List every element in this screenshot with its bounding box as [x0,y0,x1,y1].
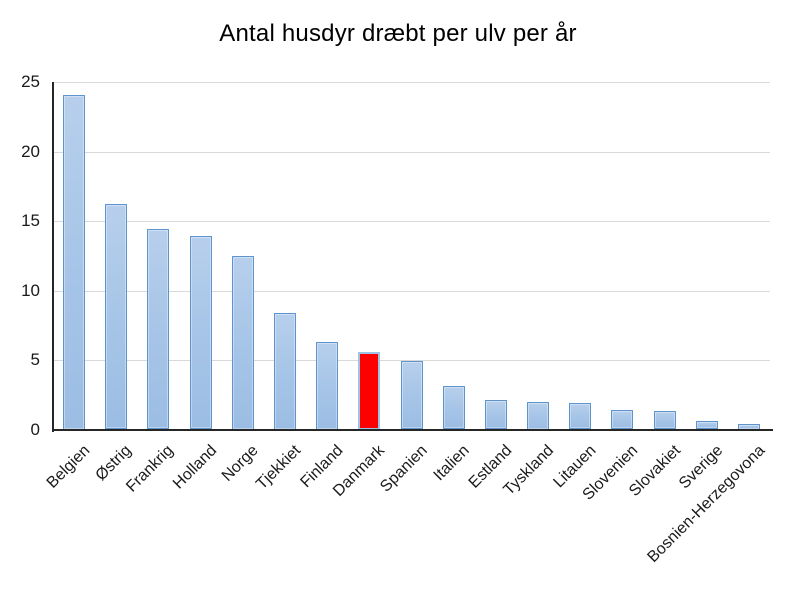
x-tick-label-holland: Holland [169,442,221,493]
x-tick-label-spanien: Spanien [377,442,432,496]
y-tick-label-15: 15 [21,211,40,230]
y-tick-label-5: 5 [30,350,40,369]
x-tick-label-tjekkiet: Tjekkiet [253,442,305,494]
bar-frankrig [147,229,169,429]
bar-tjekkiet [274,313,296,430]
x-axis-line [52,429,773,431]
gridline-y-10 [54,291,770,292]
bar-spanien [401,361,423,429]
chart-title: Antal husdyr dræbt per ulv per år [219,20,577,47]
x-tick-label-belgien: Belgien [43,442,94,492]
bar-litauen [569,403,591,429]
bar-norge [232,256,254,430]
bar-finland [316,342,338,430]
gridline-y-20 [54,152,770,153]
gridline-y-15 [54,221,770,222]
bar-slovenien [611,410,633,429]
bar-holland [190,236,212,429]
bar-belgien [63,95,85,430]
y-tick-label-0: 0 [30,420,40,439]
y-tick-label-25: 25 [21,72,40,91]
bar-estland [485,400,507,429]
gridline-y-5 [54,360,770,361]
bar--strig [105,204,127,429]
bar-italien [443,386,465,429]
gridline-y-25 [54,82,770,83]
y-tick-label-20: 20 [21,142,40,161]
bar-danmark [358,352,380,430]
bar-sverige [696,421,718,429]
bar-slovakiet [654,411,676,429]
y-tick-label-10: 10 [21,281,40,300]
bar-tyskland [527,402,549,430]
y-axis-line [52,82,54,432]
